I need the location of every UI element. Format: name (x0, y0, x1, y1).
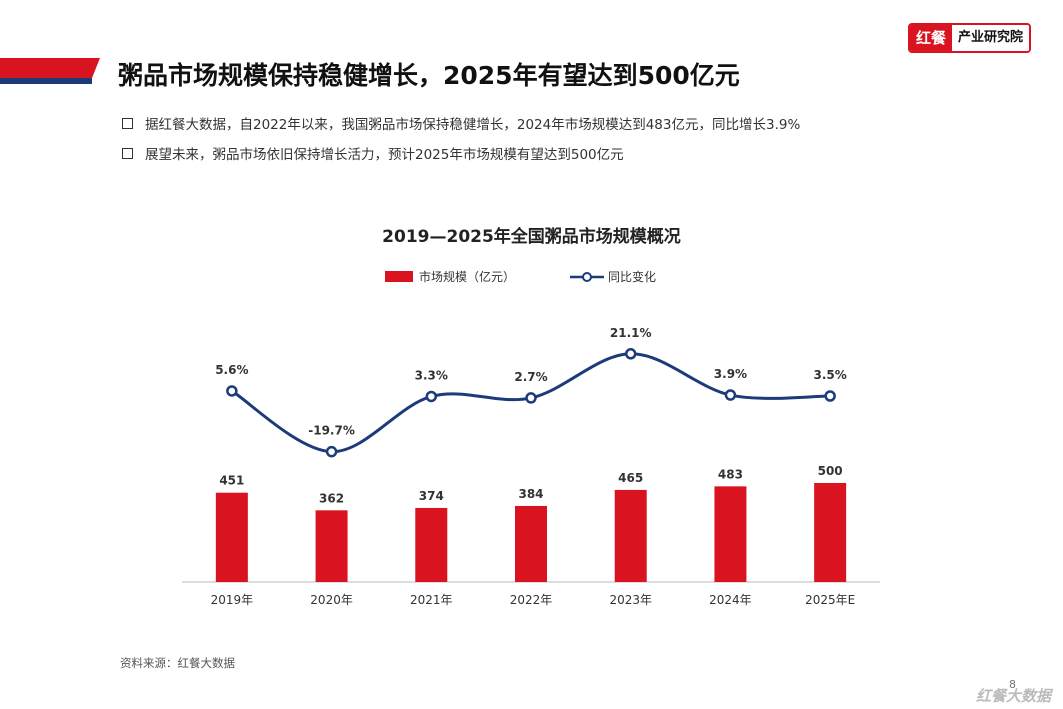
logo-red-text: 红餐 (909, 25, 952, 51)
bar (515, 505, 547, 582)
bullet-box-icon (122, 147, 133, 159)
yoy-value-label: 3.5% (814, 368, 847, 382)
brand-logo: 红餐 产业研究院 (907, 23, 1031, 53)
bullet-box-icon (122, 117, 133, 129)
bullet-text: 据红餐大数据，自2022年以来，我国粥品市场保持稳健增长，2024年市场规模达到… (145, 117, 801, 133)
legend-line-label: 同比变化 (608, 270, 657, 284)
yoy-value-label: 21.1% (610, 326, 652, 340)
legend-line-swatch (570, 271, 605, 282)
yoy-point (525, 392, 537, 404)
bar-value-label: 362 (319, 491, 344, 505)
x-tick-label: 2022年 (510, 593, 553, 607)
yoy-point (724, 389, 737, 401)
logo-institute-text: 产业研究院 (951, 25, 1029, 51)
bullet-item: 展望未来，粥品市场依旧保持增长活力，预计2025年市场规模有望达到500亿元 (122, 143, 624, 163)
bar (714, 486, 747, 582)
bar-value-label: 465 (618, 471, 643, 485)
bar-value-label: 500 (818, 464, 843, 478)
legend-bar-label: 市场规模（亿元） (419, 270, 516, 284)
x-tick-label: 2021年 (410, 593, 453, 607)
x-tick-label: 2020年 (310, 593, 353, 607)
bullet-item: 据红餐大数据，自2022年以来，我国粥品市场保持稳健增长，2024年市场规模达到… (122, 113, 800, 133)
legend-bar-swatch (385, 271, 413, 282)
source-note: 资料来源：红餐大数据 (120, 656, 235, 670)
bar-value-label: 483 (718, 467, 743, 481)
x-tick-label: 2023年 (609, 593, 652, 607)
yoy-point (425, 390, 438, 403)
x-tick-label: 2019年 (211, 593, 254, 607)
chart-title: 2019—2025年全国粥品市场规模概况 (382, 227, 681, 247)
chart-legend: 市场规模（亿元） 同比变化 (385, 268, 711, 285)
header-accent-blue (0, 78, 92, 84)
yoy-value-label: 3.9% (714, 367, 747, 381)
page-number: 8 (1009, 678, 1016, 691)
x-tick-label: 2024年 (709, 593, 752, 607)
header-accent-red (0, 58, 100, 78)
yoy-value-label: 2.7% (514, 370, 547, 384)
bar-value-label: 374 (419, 489, 444, 503)
yoy-point (226, 385, 238, 397)
yoy-point (624, 348, 637, 360)
bar (215, 492, 248, 582)
bar-value-label: 451 (219, 474, 244, 488)
yoy-value-label: 5.6% (215, 363, 248, 377)
legend-item-line: 同比变化 (570, 268, 656, 285)
yoy-value-label: -19.7% (308, 424, 355, 438)
yoy-point (824, 390, 836, 402)
x-tick-label: 2025年E (805, 593, 855, 607)
bar (614, 489, 647, 582)
legend-item-bar: 市场规模（亿元） (385, 268, 515, 285)
bar (415, 507, 448, 582)
footer-logo: 红餐大数据 (975, 687, 1051, 705)
bar-value-label: 384 (518, 487, 543, 501)
page-title: 粥品市场规模保持稳健增长，2025年有望达到500亿元 (118, 61, 740, 90)
yoy-point (325, 445, 338, 458)
bar (814, 483, 847, 582)
bar (315, 510, 348, 582)
yoy-value-label: 3.3% (415, 368, 448, 382)
bullet-text: 展望未来，粥品市场依旧保持增长活力，预计2025年市场规模有望达到500亿元 (145, 147, 624, 163)
